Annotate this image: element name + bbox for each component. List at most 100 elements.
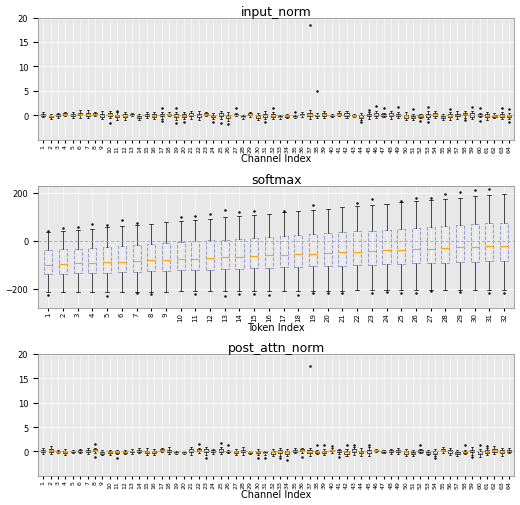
PathPatch shape (419, 116, 423, 117)
PathPatch shape (492, 449, 497, 452)
PathPatch shape (204, 449, 208, 452)
PathPatch shape (226, 451, 230, 452)
PathPatch shape (130, 115, 134, 116)
PathPatch shape (211, 450, 215, 452)
PathPatch shape (478, 451, 482, 455)
Title: softmax: softmax (251, 173, 302, 186)
PathPatch shape (396, 115, 400, 117)
PathPatch shape (478, 115, 482, 117)
PathPatch shape (456, 452, 460, 454)
PathPatch shape (433, 451, 437, 454)
PathPatch shape (249, 114, 252, 116)
PathPatch shape (485, 115, 489, 118)
PathPatch shape (278, 117, 282, 118)
PathPatch shape (241, 117, 245, 118)
PathPatch shape (197, 115, 201, 118)
PathPatch shape (337, 114, 341, 116)
PathPatch shape (278, 450, 282, 453)
PathPatch shape (241, 449, 245, 452)
PathPatch shape (86, 114, 89, 116)
PathPatch shape (71, 115, 75, 117)
PathPatch shape (56, 451, 60, 452)
PathPatch shape (374, 450, 378, 451)
PathPatch shape (500, 450, 504, 453)
PathPatch shape (78, 113, 82, 116)
PathPatch shape (492, 115, 497, 117)
PathPatch shape (315, 451, 319, 453)
PathPatch shape (344, 451, 348, 453)
PathPatch shape (315, 115, 319, 117)
PathPatch shape (174, 115, 178, 118)
PathPatch shape (93, 449, 97, 451)
PathPatch shape (337, 450, 341, 452)
X-axis label: Channel Index: Channel Index (241, 489, 311, 499)
PathPatch shape (211, 116, 215, 118)
PathPatch shape (174, 452, 178, 453)
PathPatch shape (404, 116, 408, 119)
PathPatch shape (382, 115, 385, 117)
PathPatch shape (48, 449, 53, 452)
PathPatch shape (344, 114, 348, 117)
PathPatch shape (433, 114, 437, 116)
PathPatch shape (270, 451, 275, 454)
PathPatch shape (108, 114, 112, 116)
Title: input_norm: input_norm (241, 6, 311, 19)
PathPatch shape (123, 451, 126, 453)
PathPatch shape (167, 115, 171, 116)
PathPatch shape (396, 450, 400, 452)
PathPatch shape (189, 114, 193, 117)
PathPatch shape (115, 451, 119, 453)
PathPatch shape (41, 450, 45, 452)
PathPatch shape (152, 115, 156, 118)
PathPatch shape (86, 449, 89, 452)
PathPatch shape (285, 451, 289, 454)
PathPatch shape (197, 449, 201, 451)
PathPatch shape (448, 450, 452, 452)
PathPatch shape (145, 114, 149, 117)
PathPatch shape (411, 452, 415, 454)
PathPatch shape (181, 115, 186, 118)
PathPatch shape (440, 449, 445, 451)
PathPatch shape (293, 450, 297, 452)
PathPatch shape (233, 451, 238, 453)
PathPatch shape (322, 451, 327, 453)
PathPatch shape (204, 114, 208, 116)
PathPatch shape (233, 115, 238, 116)
PathPatch shape (470, 114, 474, 117)
PathPatch shape (93, 114, 97, 116)
PathPatch shape (137, 450, 141, 452)
PathPatch shape (352, 116, 356, 117)
PathPatch shape (419, 450, 423, 452)
PathPatch shape (145, 450, 149, 453)
PathPatch shape (456, 115, 460, 117)
PathPatch shape (41, 115, 45, 117)
PathPatch shape (63, 114, 68, 116)
PathPatch shape (300, 449, 304, 451)
PathPatch shape (219, 449, 223, 452)
PathPatch shape (307, 114, 311, 117)
PathPatch shape (160, 449, 164, 451)
PathPatch shape (440, 116, 445, 119)
PathPatch shape (426, 452, 430, 454)
PathPatch shape (219, 114, 223, 117)
PathPatch shape (56, 115, 60, 117)
PathPatch shape (389, 450, 393, 452)
PathPatch shape (485, 450, 489, 453)
PathPatch shape (330, 116, 334, 117)
PathPatch shape (181, 452, 186, 453)
PathPatch shape (448, 115, 452, 118)
PathPatch shape (256, 116, 260, 119)
PathPatch shape (100, 115, 105, 118)
PathPatch shape (256, 451, 260, 453)
PathPatch shape (263, 452, 267, 453)
PathPatch shape (367, 450, 371, 453)
PathPatch shape (108, 451, 112, 453)
PathPatch shape (63, 451, 68, 453)
PathPatch shape (71, 451, 75, 452)
PathPatch shape (249, 452, 252, 453)
PathPatch shape (48, 117, 53, 118)
PathPatch shape (100, 452, 105, 453)
PathPatch shape (374, 114, 378, 117)
PathPatch shape (507, 116, 511, 118)
PathPatch shape (463, 114, 467, 116)
